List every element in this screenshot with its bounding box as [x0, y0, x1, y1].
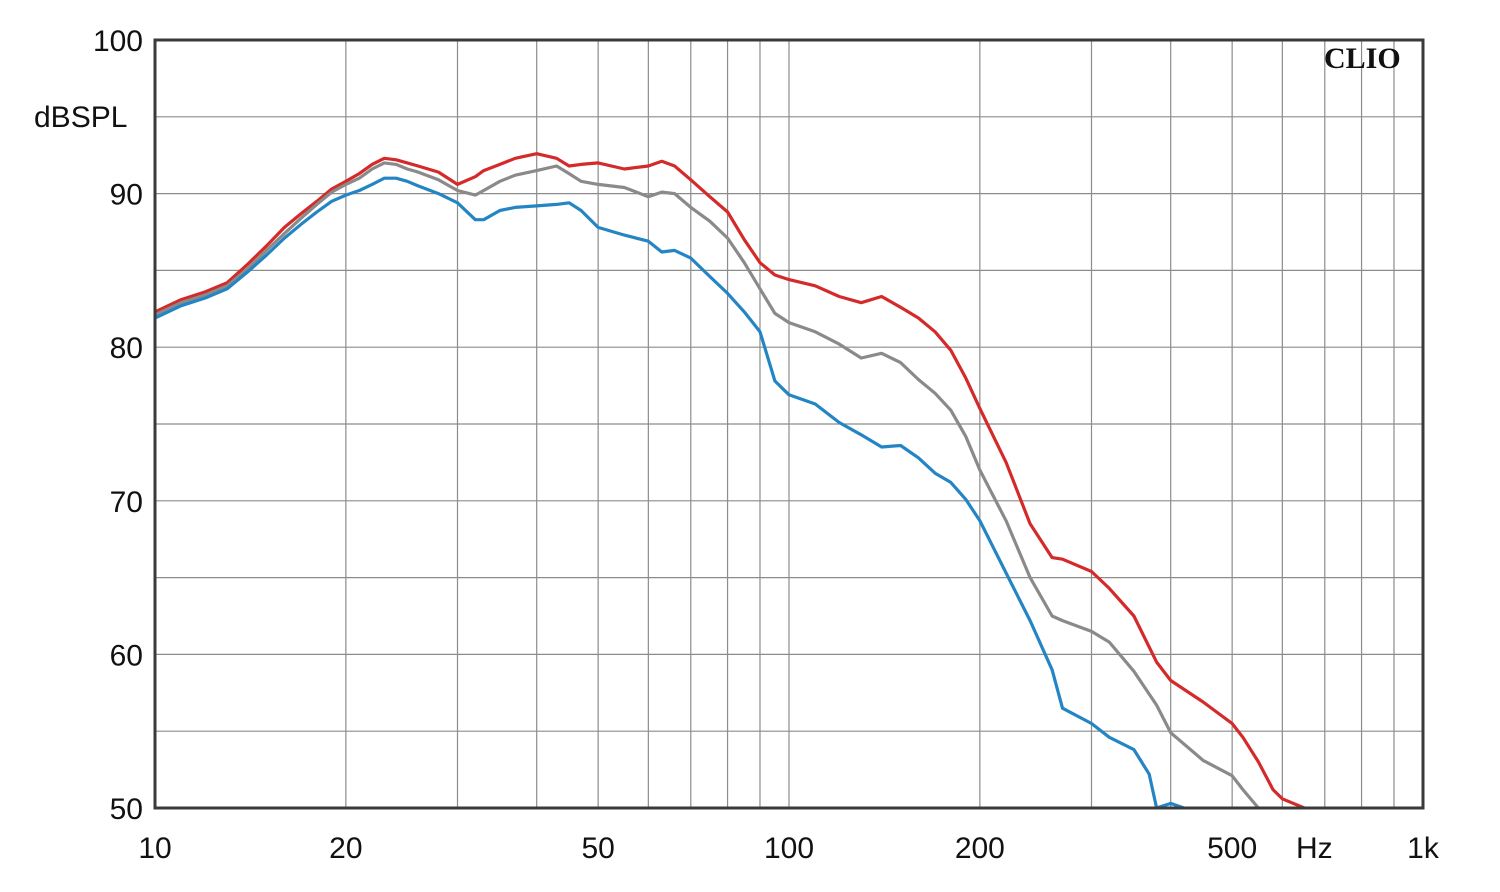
y-tick-label: 100 [93, 25, 143, 58]
plot-frame [153, 38, 1425, 810]
series-line-2 [155, 161, 1261, 808]
x-tick-label: 200 [955, 832, 1005, 865]
x-tick-label: 100 [764, 832, 814, 865]
y-tick-label: 50 [110, 793, 143, 826]
y-tick-label: 90 [110, 179, 143, 212]
y-tick-labels: 100 90 80 70 60 50 [93, 25, 143, 826]
clio-watermark: CLIO [1324, 42, 1401, 75]
series-line-3 [155, 176, 1186, 808]
x-unit-label: Hz [1296, 832, 1333, 865]
grid-lines [155, 40, 1423, 808]
series-lines [155, 152, 1307, 808]
y-unit-label: dBSPL [34, 101, 127, 134]
y-tick-label: 60 [110, 639, 143, 672]
x-tick-labels: 10 20 50 100 200 500 1k [138, 832, 1440, 865]
series-line-1 [155, 152, 1307, 808]
y-tick-label: 80 [110, 332, 143, 365]
x-tick-label: 50 [581, 832, 614, 865]
x-tick-label: 1k [1407, 832, 1440, 865]
x-tick-label: 500 [1207, 832, 1257, 865]
x-tick-label: 20 [329, 832, 362, 865]
x-tick-label: 10 [138, 832, 171, 865]
y-tick-label: 70 [110, 486, 143, 519]
